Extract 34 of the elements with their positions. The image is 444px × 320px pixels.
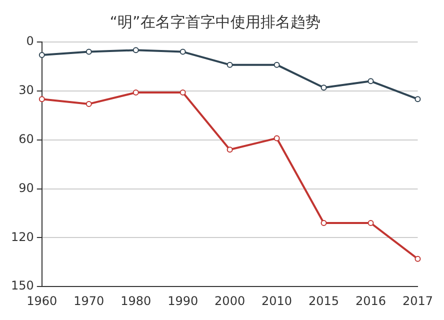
point (368, 220, 374, 226)
point (38, 52, 45, 58)
y-tick-label: 120 (11, 230, 34, 244)
x-tick-label: 2015 (308, 294, 340, 308)
point (180, 90, 186, 96)
point (414, 256, 421, 262)
x-tick-label: 1960 (26, 294, 58, 308)
point (226, 146, 233, 153)
chart-title: “明”在名字首字中使用排名趋势 (110, 12, 320, 31)
y-tick-label: 150 (11, 278, 34, 293)
point (414, 96, 421, 102)
point (226, 62, 233, 68)
point (274, 62, 280, 68)
point (320, 84, 327, 91)
y-tick-label: 0 (26, 34, 34, 48)
point (180, 48, 186, 55)
y-tick-label: 90 (18, 180, 34, 195)
point (86, 100, 92, 107)
point (368, 78, 374, 84)
point (38, 96, 45, 102)
point (86, 48, 92, 55)
y-tick-label: 30 (18, 83, 34, 98)
y-tick-label: 60 (18, 132, 34, 146)
x-tick-label: 1970 (74, 294, 104, 308)
point (274, 135, 280, 142)
x-tick-label: 1990 (168, 294, 198, 308)
point (132, 47, 139, 54)
point (320, 220, 327, 226)
x-tick-label: 2000 (214, 294, 246, 308)
point (132, 90, 139, 96)
x-tick-label: 2010 (262, 294, 292, 308)
x-tick-label: 1980 (120, 294, 152, 308)
x-tick-label: 2016 (355, 294, 386, 308)
x-tick-label: 2017 (402, 294, 434, 308)
